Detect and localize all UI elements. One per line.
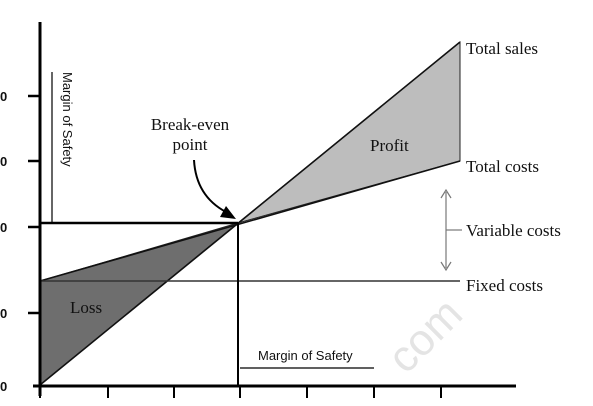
y-tick-label: 0	[0, 154, 7, 169]
break-even-pointer-arrow	[193, 159, 227, 213]
break-even-label-line1: Break-even	[151, 115, 230, 134]
break-even-arrowhead	[220, 206, 236, 219]
total-sales-label: Total sales	[466, 39, 538, 58]
fixed-costs-label: Fixed costs	[466, 276, 543, 295]
x-ticks	[39, 386, 442, 398]
y-tick-label: 0	[0, 220, 7, 235]
y-tick-label: 0	[0, 379, 7, 394]
y-tick-label: 0	[0, 306, 7, 321]
y-tick-labels: 0 0 0 0 0	[0, 89, 7, 394]
break-even-label-line2: point	[173, 135, 208, 154]
total-costs-line	[39, 160, 461, 282]
variable-costs-label: Variable costs	[466, 221, 561, 240]
loss-label: Loss	[70, 298, 102, 317]
total-sales-line	[39, 41, 461, 386]
margin-of-safety-horizontal-label: Margin of Safety	[258, 348, 353, 363]
y-ticks	[28, 94, 40, 315]
margin-of-safety-vertical-label: Margin of Safety	[60, 72, 75, 167]
variable-costs-arrow	[440, 188, 462, 272]
y-tick-label: 0	[0, 89, 7, 104]
total-costs-label: Total costs	[466, 157, 539, 176]
watermark: com	[378, 289, 471, 382]
profit-label: Profit	[370, 136, 409, 155]
